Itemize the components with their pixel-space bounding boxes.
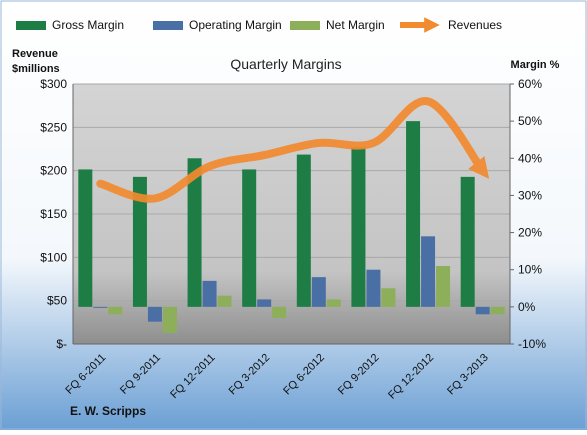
- left-tick-label: $100: [40, 250, 67, 264]
- left-tick-label: $300: [40, 77, 67, 91]
- legend-label: Operating Margin: [189, 18, 282, 32]
- bar-gross-margin: [78, 169, 93, 307]
- bar-gross-margin: [296, 154, 311, 307]
- right-tick-label: 10%: [518, 263, 542, 277]
- legend: Gross Margin Operating Margin Net Margin Re…: [16, 17, 502, 33]
- left-axis-label-line1: Revenue: [12, 48, 58, 60]
- legend-label: Net Margin: [326, 18, 385, 32]
- company-name: E. W. Scripps: [70, 404, 146, 418]
- right-tick-label: 0%: [518, 300, 536, 314]
- bar-net-margin: [326, 299, 341, 307]
- right-tick-label: 20%: [518, 226, 542, 240]
- left-tick-label: $200: [40, 164, 67, 178]
- bar-operating-margin: [147, 306, 162, 322]
- bar-net-margin: [436, 266, 451, 307]
- bar-gross-margin: [351, 147, 366, 307]
- chart-title: Quarterly Margins: [230, 56, 341, 72]
- bar-operating-margin: [311, 277, 326, 307]
- bar-gross-margin: [406, 121, 421, 307]
- legend-symbol-gross-margin: [16, 21, 46, 30]
- legend-symbol-net-margin: [290, 21, 320, 30]
- bar-operating-margin: [475, 306, 490, 315]
- right-tick-label: -10%: [518, 337, 546, 351]
- bar-operating-margin: [257, 299, 272, 307]
- bar-net-margin: [381, 288, 396, 307]
- revenue-line: [96, 97, 490, 203]
- right-tick-label: 30%: [518, 188, 542, 202]
- right-axis-label: Margin %: [511, 59, 560, 71]
- bar-net-margin: [162, 306, 177, 333]
- bar-net-margin: [217, 295, 232, 307]
- bar-operating-margin: [421, 236, 436, 307]
- revenue-line-path: [96, 97, 490, 203]
- right-tick-label: 60%: [518, 77, 542, 91]
- left-axis-label-line2: $millions: [12, 63, 60, 75]
- bar-operating-margin: [93, 306, 108, 308]
- left-tick-label: $50: [47, 294, 67, 308]
- bar-net-margin: [108, 306, 123, 315]
- left-tick-label: $-: [56, 337, 67, 351]
- right-tick-label: 50%: [518, 114, 542, 128]
- bar-operating-margin: [202, 280, 217, 307]
- bar-gross-margin: [460, 176, 475, 307]
- bar-gross-margin: [242, 169, 257, 307]
- legend-label: Gross Margin: [52, 18, 124, 32]
- right-tick-label: 40%: [518, 151, 542, 165]
- legend-symbol-operating-margin: [153, 21, 183, 30]
- left-tick-label: $250: [40, 120, 67, 134]
- bar-operating-margin: [366, 269, 381, 307]
- left-tick-label: $150: [40, 207, 67, 221]
- bars: [78, 121, 505, 333]
- bar-net-margin: [272, 306, 287, 318]
- bar-net-margin: [490, 306, 505, 315]
- bar-gross-margin: [187, 158, 202, 307]
- bar-gross-margin: [132, 176, 147, 307]
- legend-label: Revenues: [448, 18, 502, 32]
